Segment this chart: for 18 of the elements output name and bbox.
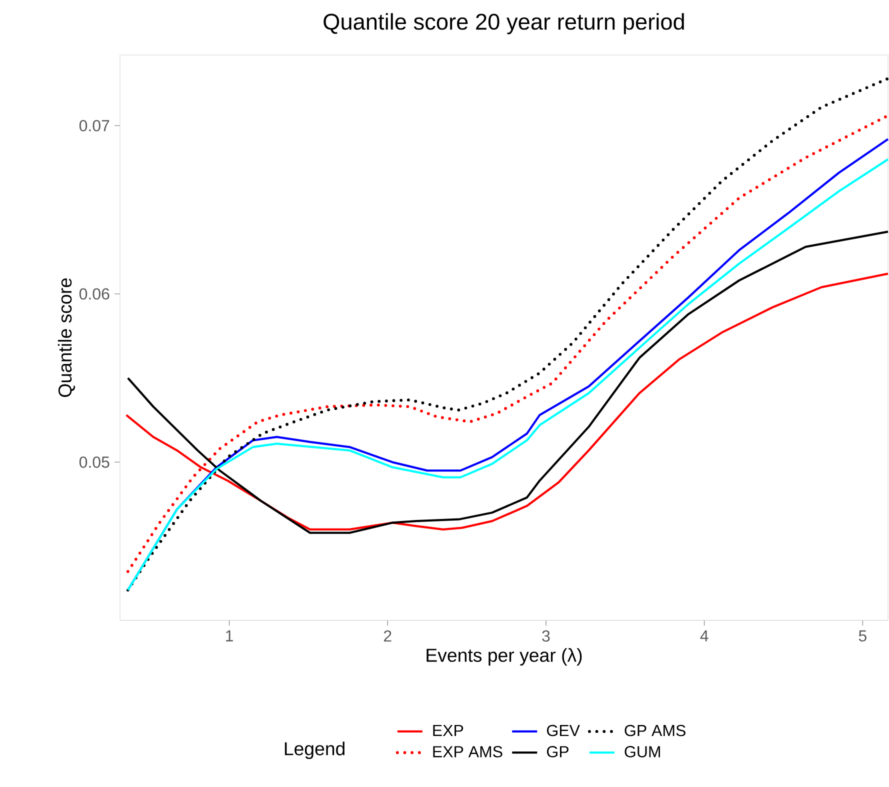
legend-label: GP AMS <box>624 724 686 736</box>
x-tick-label: 3 <box>542 630 550 642</box>
legend-label: EXP <box>433 724 464 736</box>
legend-label: GP <box>547 746 568 758</box>
y-tick-label: 0.05 <box>79 456 110 468</box>
legend-label: GEV <box>547 724 580 736</box>
y-tick-label: 0.07 <box>79 120 110 132</box>
legend-label: EXP AMS <box>433 746 502 758</box>
x-tick-label: 4 <box>700 630 708 642</box>
chart-title: Quantile score 20 year return period <box>324 13 684 34</box>
x-axis-title: Events per year (λ) <box>426 648 582 666</box>
x-tick-label: 2 <box>384 630 392 642</box>
x-tick-label: 1 <box>226 630 233 642</box>
legend-title: Legend <box>284 742 344 760</box>
y-axis-title: Quantile score <box>58 278 76 397</box>
y-tick-label: 0.06 <box>79 288 110 300</box>
legend-label: GUM <box>624 746 660 758</box>
x-tick-label: 5 <box>858 630 866 642</box>
